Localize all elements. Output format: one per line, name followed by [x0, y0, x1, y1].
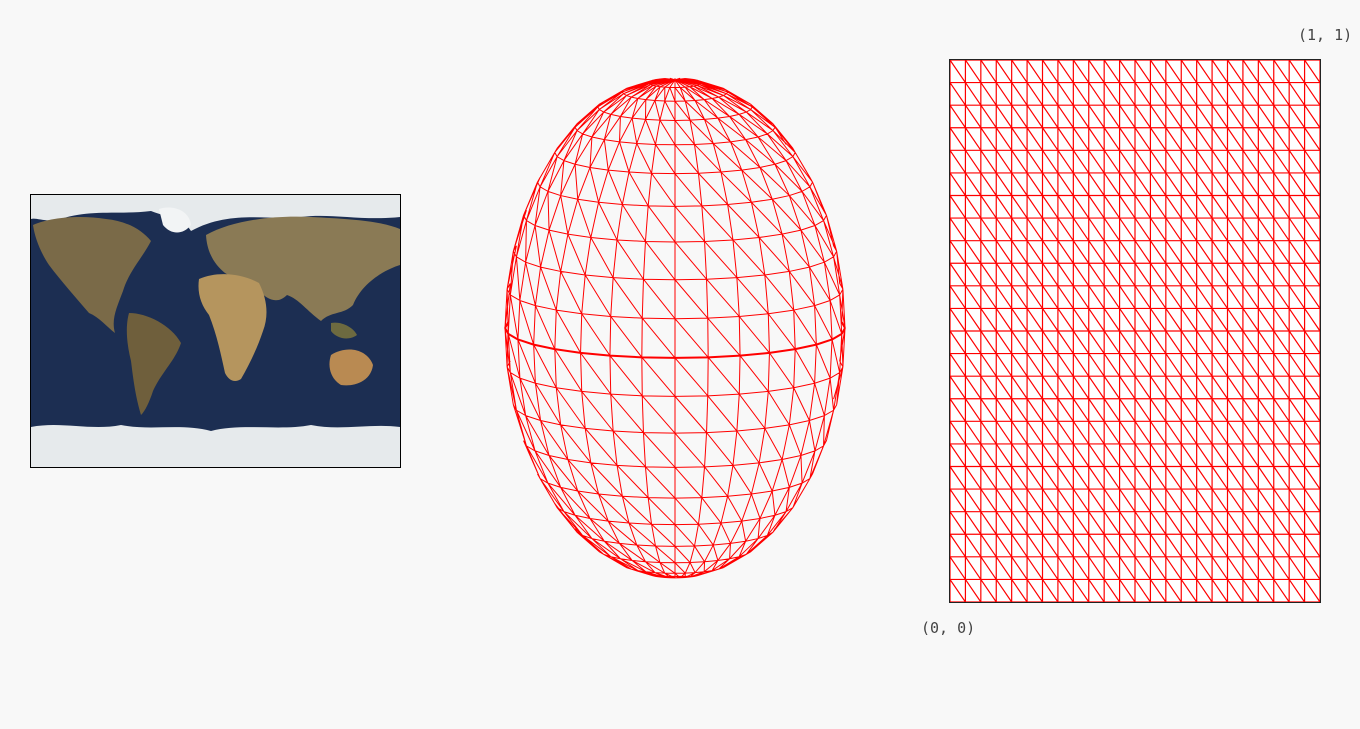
- antarctica: [31, 425, 400, 467]
- uv-corner-label-bottom-left: (0, 0): [921, 619, 976, 637]
- greenland: [159, 207, 191, 233]
- earth-texture-drawing: [31, 195, 400, 467]
- uv-mesh-drawing: [949, 59, 1321, 603]
- sphere-mesh-lines: [504, 77, 846, 579]
- uv-mesh-wireframe: [949, 59, 1321, 603]
- uv-corner-label-top-right: (1, 1): [1298, 26, 1353, 44]
- sphere-equator-line: [504, 321, 846, 359]
- arctic-ice: [31, 195, 400, 231]
- australia: [329, 349, 373, 386]
- south-america: [126, 313, 181, 415]
- earth-texture-image: [30, 194, 401, 468]
- africa: [198, 274, 267, 381]
- indonesia: [331, 322, 357, 339]
- sphere-wireframe: [500, 75, 850, 585]
- north-america: [33, 217, 151, 333]
- eurasia: [206, 216, 400, 321]
- uv-mesh-lines: [949, 59, 1321, 603]
- sphere-wireframe-drawing: [504, 77, 846, 579]
